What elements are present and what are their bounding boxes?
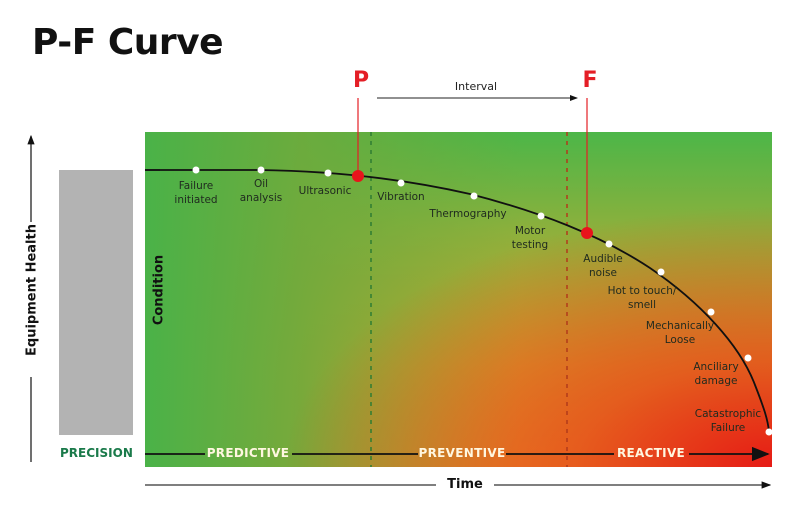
point-label-oil-analysis: Oil analysis bbox=[239, 178, 283, 204]
x-axis-label: Time bbox=[441, 477, 489, 492]
condition-label: Condition bbox=[151, 254, 167, 326]
point-hot-to-touch bbox=[657, 268, 665, 276]
p-marker-label: P bbox=[352, 68, 370, 93]
precision-bar bbox=[59, 170, 133, 435]
point-audible-noise bbox=[605, 240, 613, 248]
zone-reactive-label: REACTIVE bbox=[616, 446, 686, 460]
f-point bbox=[581, 227, 593, 239]
point-oil-analysis bbox=[257, 166, 265, 174]
point-label-hot-to-touch: Hot to touch/smell bbox=[607, 285, 677, 311]
point-failure-initiated bbox=[192, 166, 200, 174]
page-title: P-F Curve bbox=[32, 22, 224, 63]
pf-chart-area bbox=[145, 132, 772, 467]
point-vibration bbox=[397, 179, 405, 187]
zone-preventive-label: PREVENTIVE bbox=[418, 446, 506, 460]
point-label-failure-initiated: Failure initiated bbox=[174, 180, 218, 206]
point-mechanically-loose bbox=[707, 308, 715, 316]
point-label-motor-testing: Motor testing bbox=[511, 225, 549, 251]
point-label-audible-noise: Audible noise bbox=[583, 253, 623, 279]
point-label-anciliary-damage: Anciliary damage bbox=[693, 361, 739, 387]
point-label-catastrophic-failure: Catastrophic Failure bbox=[694, 408, 762, 434]
interval-label: Interval bbox=[454, 80, 498, 93]
point-label-mechanically-loose: Mechanically Loose bbox=[645, 320, 715, 346]
precision-label: PRECISION bbox=[60, 446, 133, 460]
point-ultrasonic bbox=[324, 169, 332, 177]
point-catastrophic-failure bbox=[765, 428, 773, 436]
point-label-ultrasonic: Ultrasonic bbox=[298, 185, 352, 197]
point-label-vibration: Vibration bbox=[377, 191, 425, 203]
point-motor-testing bbox=[537, 212, 545, 220]
f-marker-label: F bbox=[582, 68, 598, 93]
point-thermography bbox=[470, 192, 478, 200]
point-anciliary-damage bbox=[744, 354, 752, 362]
point-label-thermography: Thermography bbox=[429, 208, 507, 220]
zone-predictive-label: PREDICTIVE bbox=[206, 446, 290, 460]
p-point bbox=[352, 170, 364, 182]
